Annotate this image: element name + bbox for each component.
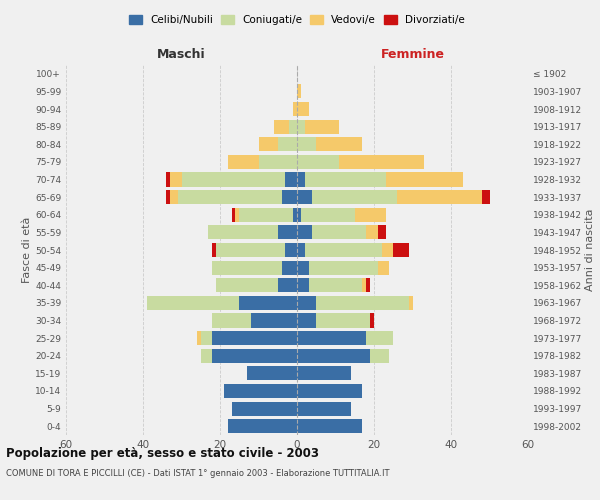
Y-axis label: Fasce di età: Fasce di età	[22, 217, 32, 283]
Bar	[232, 208, 235, 222]
Bar	[378, 226, 386, 239]
Bar	[297, 155, 340, 169]
Bar	[259, 155, 297, 169]
Bar	[166, 190, 170, 204]
Bar	[370, 314, 374, 328]
Bar	[316, 137, 362, 152]
Bar	[216, 278, 278, 292]
Bar	[297, 226, 313, 239]
Bar	[308, 260, 378, 274]
Bar	[297, 120, 305, 134]
Bar	[297, 137, 316, 152]
Bar	[297, 102, 308, 116]
Bar	[366, 331, 393, 345]
Bar	[393, 243, 409, 257]
Bar	[274, 120, 289, 134]
Bar	[212, 314, 251, 328]
Bar	[208, 226, 278, 239]
Text: Popolazione per età, sesso e stato civile - 2003: Popolazione per età, sesso e stato civil…	[6, 448, 319, 460]
Bar	[370, 348, 389, 363]
Bar	[313, 190, 397, 204]
Bar	[305, 120, 340, 134]
Bar	[297, 384, 362, 398]
Bar	[386, 172, 463, 186]
Bar	[397, 190, 482, 204]
Bar	[212, 260, 281, 274]
Bar	[305, 243, 382, 257]
Bar	[247, 366, 297, 380]
Bar	[235, 208, 239, 222]
Bar	[232, 402, 297, 415]
Text: Femmine: Femmine	[380, 48, 445, 62]
Bar	[297, 84, 301, 98]
Bar	[297, 314, 316, 328]
Bar	[366, 226, 378, 239]
Bar	[297, 402, 351, 415]
Bar	[409, 296, 413, 310]
Bar	[305, 172, 386, 186]
Bar	[239, 208, 293, 222]
Bar	[297, 190, 313, 204]
Bar	[297, 419, 362, 433]
Bar	[316, 296, 409, 310]
Bar	[293, 208, 297, 222]
Bar	[340, 155, 424, 169]
Text: Maschi: Maschi	[157, 48, 206, 62]
Bar	[297, 366, 351, 380]
Bar	[239, 296, 297, 310]
Bar	[297, 260, 308, 274]
Bar	[278, 278, 297, 292]
Bar	[297, 172, 305, 186]
Bar	[316, 314, 370, 328]
Bar	[281, 190, 297, 204]
Bar	[259, 137, 278, 152]
Bar	[278, 137, 297, 152]
Bar	[286, 172, 297, 186]
Bar	[278, 226, 297, 239]
Text: COMUNE DI TORA E PICCILLI (CE) - Dati ISTAT 1° gennaio 2003 - Elaborazione TUTTI: COMUNE DI TORA E PICCILLI (CE) - Dati IS…	[6, 469, 389, 478]
Bar	[366, 278, 370, 292]
Bar	[297, 296, 316, 310]
Bar	[297, 243, 305, 257]
Bar	[308, 278, 362, 292]
Bar	[216, 243, 286, 257]
Bar	[286, 243, 297, 257]
Bar	[355, 208, 386, 222]
Bar	[228, 155, 259, 169]
Bar	[201, 348, 212, 363]
Bar	[170, 172, 182, 186]
Bar	[297, 331, 366, 345]
Bar	[197, 331, 201, 345]
Bar	[182, 172, 286, 186]
Bar	[297, 208, 301, 222]
Bar	[224, 384, 297, 398]
Bar	[228, 419, 297, 433]
Bar	[378, 260, 389, 274]
Bar	[297, 348, 370, 363]
Legend: Celibi/Nubili, Coniugati/e, Vedovi/e, Divorziati/e: Celibi/Nubili, Coniugati/e, Vedovi/e, Di…	[127, 13, 467, 27]
Bar	[293, 102, 297, 116]
Bar	[212, 348, 297, 363]
Bar	[301, 208, 355, 222]
Bar	[482, 190, 490, 204]
Bar	[201, 331, 212, 345]
Bar	[313, 226, 366, 239]
Bar	[212, 331, 297, 345]
Bar	[170, 190, 178, 204]
Bar	[289, 120, 297, 134]
Bar	[178, 190, 281, 204]
Bar	[281, 260, 297, 274]
Bar	[362, 278, 366, 292]
Bar	[147, 296, 239, 310]
Bar	[251, 314, 297, 328]
Bar	[382, 243, 393, 257]
Y-axis label: Anni di nascita: Anni di nascita	[585, 209, 595, 291]
Bar	[212, 243, 216, 257]
Bar	[297, 278, 308, 292]
Bar	[166, 172, 170, 186]
